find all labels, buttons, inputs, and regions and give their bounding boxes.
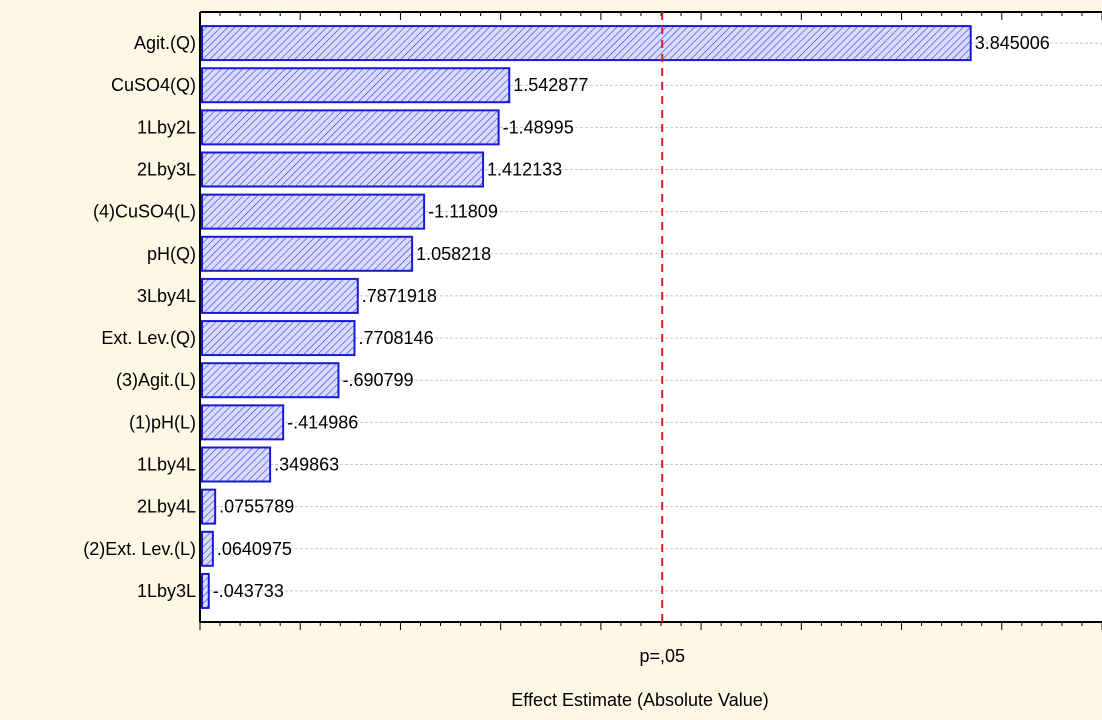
category-label: Agit.(Q) xyxy=(134,33,196,53)
value-label: -1.48995 xyxy=(503,117,574,137)
category-label: (3)Agit.(L) xyxy=(116,370,196,390)
category-label: 3Lby4L xyxy=(137,286,196,306)
value-label: -.414986 xyxy=(287,412,358,432)
value-label: -1.11809 xyxy=(428,202,498,222)
category-label: Ext. Lev.(Q) xyxy=(101,328,196,348)
value-label: -.043733 xyxy=(213,581,284,601)
axes xyxy=(199,11,1102,630)
value-label: .0755789 xyxy=(219,497,294,517)
value-label: .349863 xyxy=(274,455,339,475)
bar xyxy=(201,320,356,357)
value-label: 1.412133 xyxy=(487,160,562,180)
bar xyxy=(201,530,214,567)
bar xyxy=(201,277,359,314)
bar xyxy=(201,67,511,104)
bars xyxy=(201,25,972,609)
category-label: (2)Ext. Lev.(L) xyxy=(83,539,196,559)
x-axis-title: Effect Estimate (Absolute Value) xyxy=(511,690,768,710)
value-label: .0640975 xyxy=(217,539,292,559)
category-label: 1Lby2L xyxy=(137,117,196,137)
category-label: pH(Q) xyxy=(147,244,196,264)
bar xyxy=(201,235,414,272)
bar xyxy=(201,151,485,188)
category-label: CuSO4(Q) xyxy=(111,75,196,95)
category-label: 2Lby4L xyxy=(137,497,196,517)
value-label: 1.542877 xyxy=(513,75,588,95)
labels: Agit.(Q) 3.845006 CuSO4(Q) 1.542877 1Lby2L -1… xyxy=(83,33,1049,601)
value-label: .7871918 xyxy=(362,286,437,306)
bar xyxy=(201,404,285,441)
bar xyxy=(201,109,500,146)
category-label: 1Lby3L xyxy=(137,581,196,601)
bar xyxy=(201,446,272,483)
bar xyxy=(201,362,340,399)
reference-line-label: p=,05 xyxy=(639,646,685,666)
category-label: 1Lby4L xyxy=(137,455,196,475)
value-label: 3.845006 xyxy=(975,33,1050,53)
value-label: 1.058218 xyxy=(416,244,491,264)
value-label: .7708146 xyxy=(359,328,434,348)
category-label: 2Lby3L xyxy=(137,160,196,180)
bar xyxy=(201,488,217,525)
category-label: (4)CuSO4(L) xyxy=(93,202,196,222)
bar xyxy=(201,572,210,609)
value-label: -.690799 xyxy=(342,370,413,390)
plot-area xyxy=(200,12,1102,622)
bar xyxy=(201,25,972,62)
category-label: (1)pH(L) xyxy=(129,412,196,432)
bar xyxy=(201,193,426,230)
